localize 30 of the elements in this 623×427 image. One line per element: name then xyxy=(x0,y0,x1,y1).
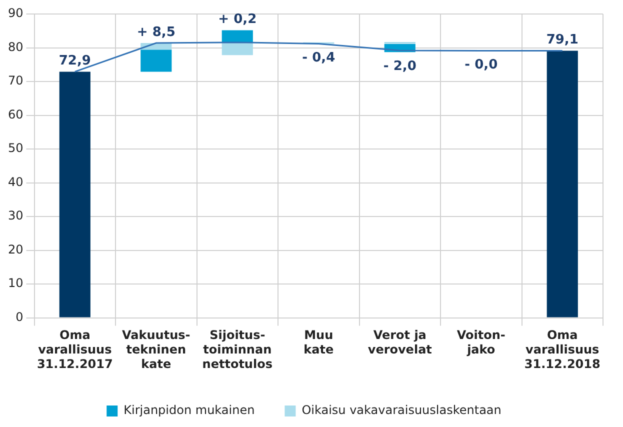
bar xyxy=(546,50,578,318)
annotation: 72,9 xyxy=(58,54,91,69)
x-tick-label: Oma varallisuus 31.12.2017 xyxy=(36,328,113,371)
y-tick-label: 20 xyxy=(8,242,24,256)
x-tick-label: Vakuutus- tekninen kate xyxy=(122,328,190,371)
x-tick-label: Oma varallisuus 31.12.2018 xyxy=(524,328,600,371)
annotation: + 0,2 xyxy=(218,12,257,28)
annotation: 79,1 xyxy=(546,32,578,48)
annotation: + 8,5 xyxy=(136,24,176,40)
bar xyxy=(222,43,253,56)
y-tick-label: 80 xyxy=(8,40,24,54)
x-tick-label: Verot ja verovelat xyxy=(368,328,432,357)
x-tick-label: Muu kate xyxy=(304,328,334,357)
legend-label: Oikaisu vakavaraisuuslaskentaan xyxy=(302,403,502,418)
y-tick-label: 10 xyxy=(8,276,24,290)
y-tick-label: 60 xyxy=(8,107,24,122)
y-tick-label: 90 xyxy=(8,6,24,20)
y-tick-label: 0 xyxy=(16,310,24,324)
annotation: - 2,0 xyxy=(383,59,416,74)
bar xyxy=(140,50,172,72)
y-tick-label: 70 xyxy=(8,74,24,88)
bar xyxy=(59,72,90,318)
x-tick-label: Sijoitus- toiminnan nettotulos xyxy=(202,328,272,371)
annotation: - 0,4 xyxy=(302,50,336,66)
y-tick-label: 30 xyxy=(8,208,24,223)
y-tick-label: 50 xyxy=(8,141,24,156)
legend-label: Kirjanpidon mukainen xyxy=(124,403,255,418)
annotation: - 0,0 xyxy=(464,58,498,73)
x-tick-label: Voiton- jako xyxy=(456,328,506,357)
y-tick-label: 40 xyxy=(8,174,24,189)
